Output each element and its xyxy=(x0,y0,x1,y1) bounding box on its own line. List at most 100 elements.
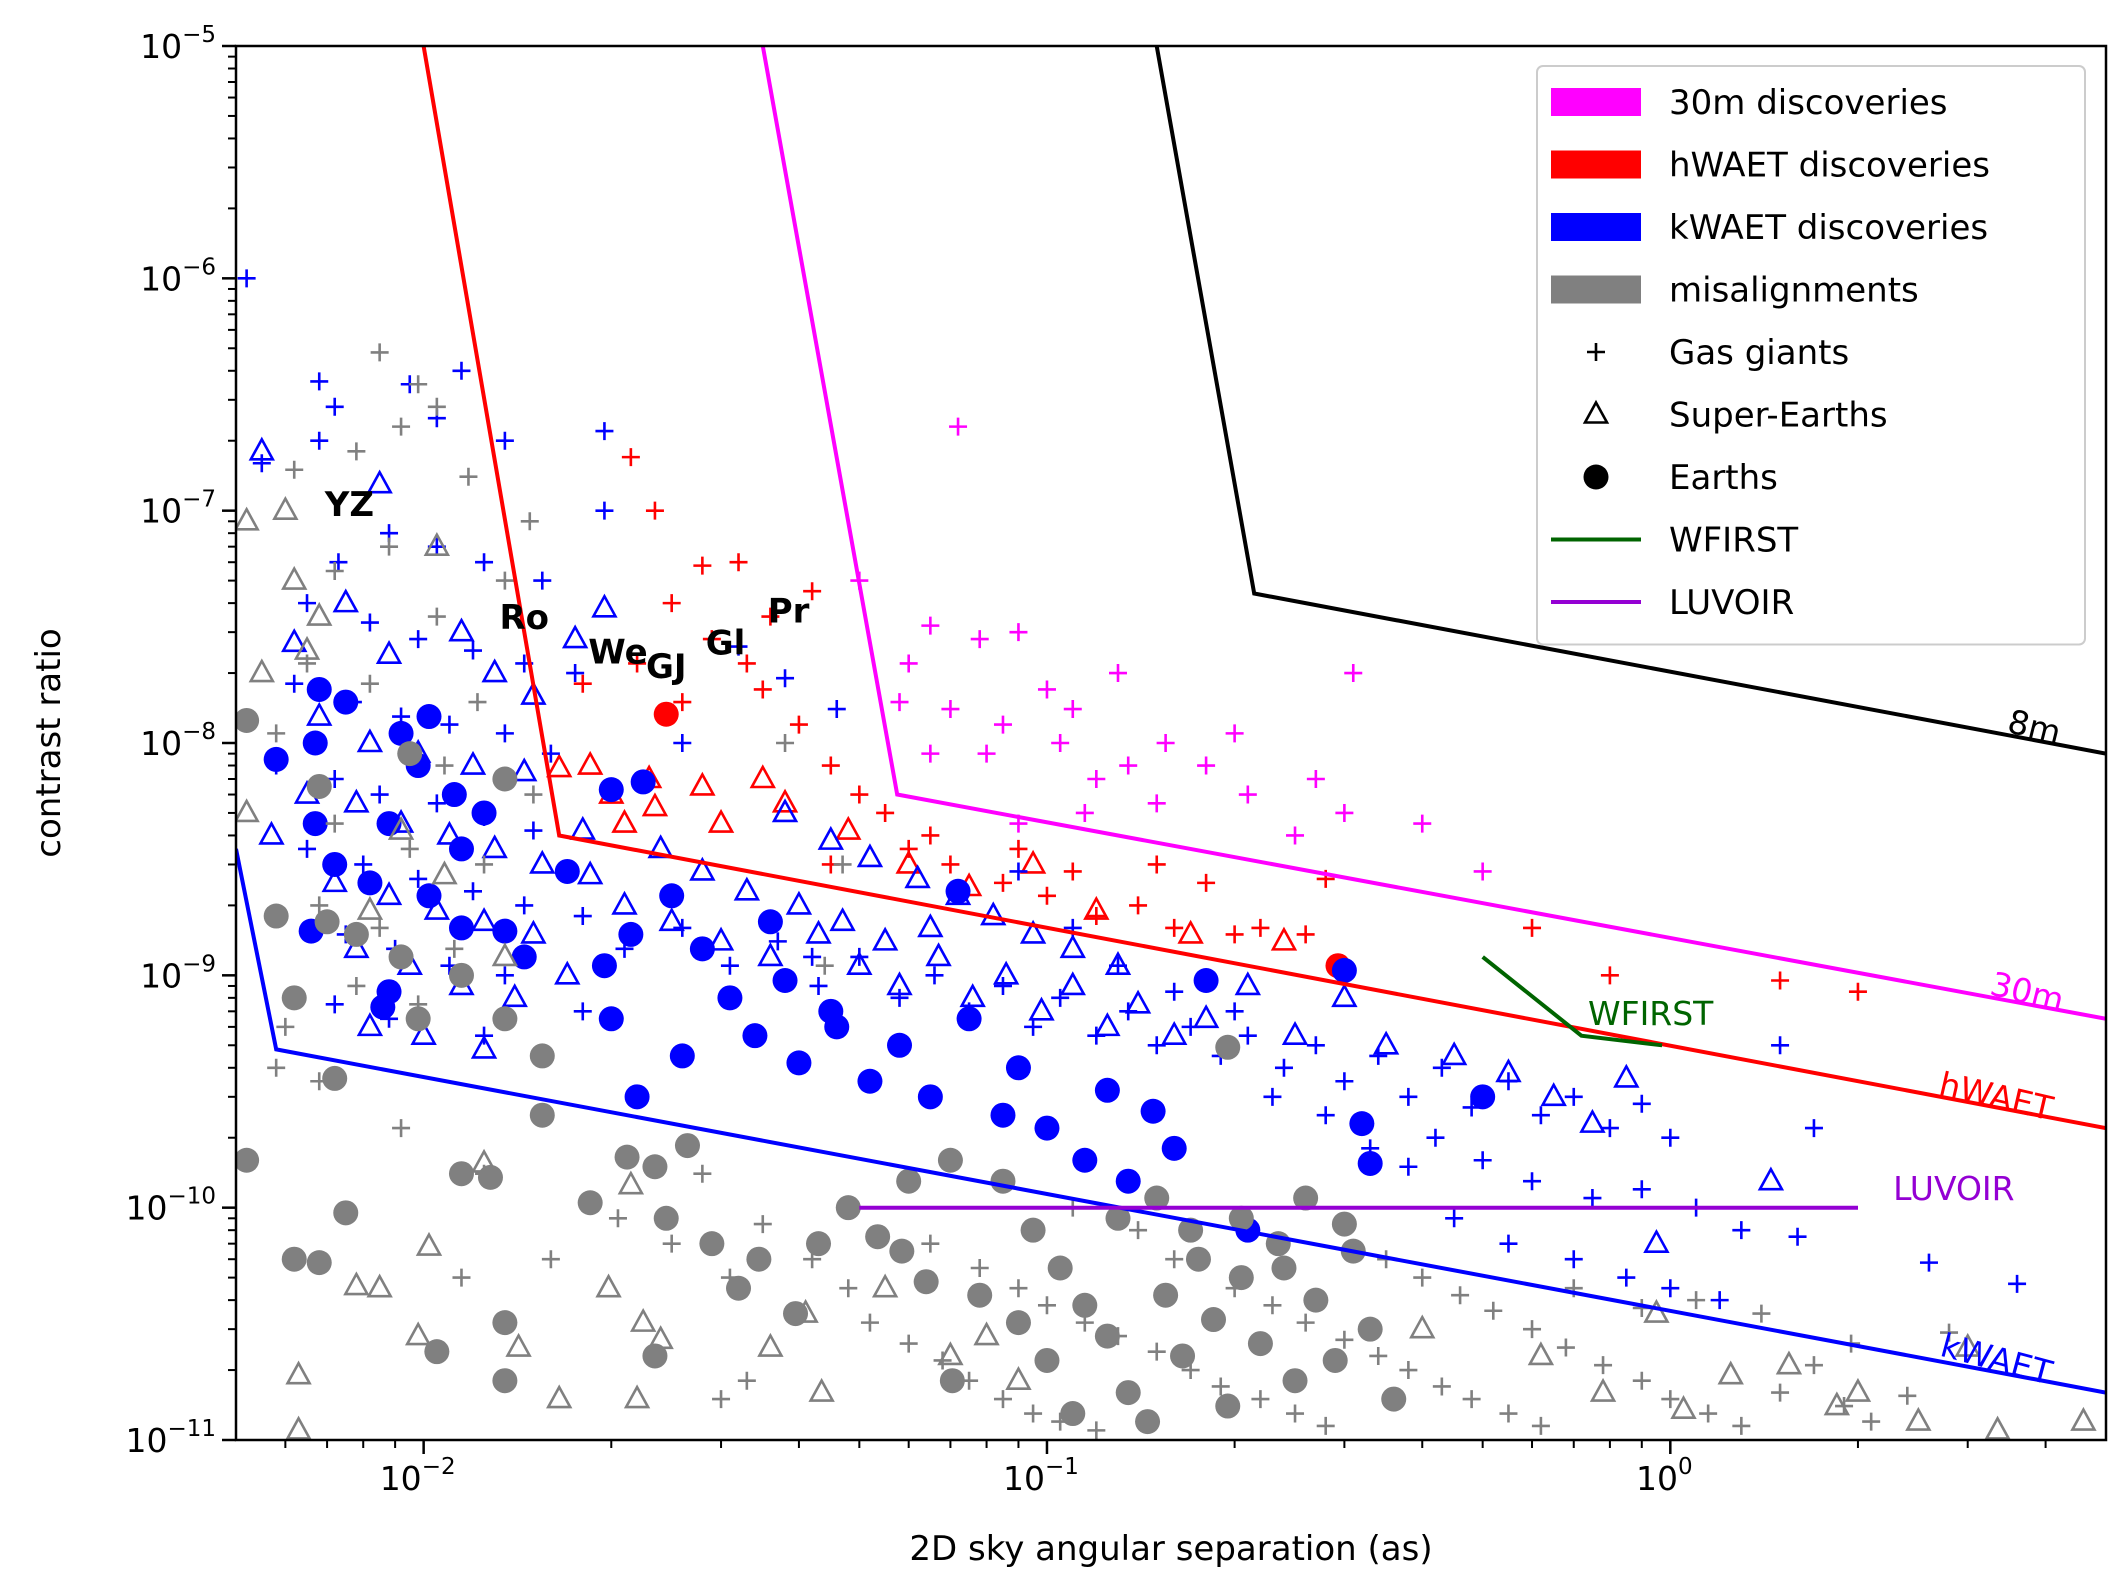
earth-point xyxy=(1185,1246,1211,1272)
gas-giant-point xyxy=(1771,971,1790,990)
gas-giant-point xyxy=(921,1234,940,1253)
gas-giant-point xyxy=(890,988,909,1007)
gas-giant-point xyxy=(1238,1026,1257,1045)
star-label: YZ xyxy=(324,485,374,525)
earth-point xyxy=(1060,1401,1086,1427)
earth-point xyxy=(1094,1077,1120,1103)
gas-giant-point xyxy=(720,956,739,975)
super-earth-point xyxy=(375,881,403,906)
earth-point xyxy=(1201,1307,1227,1333)
gas-giant-point xyxy=(1661,1128,1680,1147)
legend-label: WFIRST xyxy=(1669,521,1798,561)
legend-entry: Super-Earths xyxy=(1582,396,1888,436)
super-earth-point xyxy=(1161,1020,1188,1045)
x-tick-label: 10−2 xyxy=(380,1454,456,1498)
earth-point xyxy=(1153,1282,1179,1308)
super-earth-point xyxy=(641,792,669,817)
gas-giant-point xyxy=(1399,1157,1418,1176)
legend-dot-marker xyxy=(1583,464,1609,490)
axes: 10−2 10−1 100 10−11 10−10 10−9 10−8 10−7 10−6 10−… xyxy=(125,22,2047,1498)
legend-entry: Earths xyxy=(1583,458,1778,498)
super-earth-point xyxy=(689,771,716,796)
gas-giant-point xyxy=(1771,1383,1790,1402)
gas-giant-point xyxy=(370,918,389,937)
earth-point xyxy=(990,1168,1016,1194)
gas-giant-point xyxy=(1147,1342,1166,1361)
super-earth-point xyxy=(785,890,813,915)
earth-point xyxy=(492,766,518,792)
super-earth-point xyxy=(829,907,856,932)
super-earth-point xyxy=(1775,1350,1803,1375)
earth-point xyxy=(642,1154,668,1180)
curve-label: 8m xyxy=(2004,702,2065,753)
gas-giant-point xyxy=(1051,988,1070,1007)
earth-point xyxy=(236,707,260,733)
gas-giant-point xyxy=(941,700,960,719)
super-earth-point xyxy=(431,860,458,885)
series-kwaet-discoveries xyxy=(237,269,2027,1310)
gas-giant-point xyxy=(1129,1221,1148,1240)
super-earth-point xyxy=(387,815,415,840)
gas-giant-point xyxy=(1087,1421,1106,1440)
earth-point xyxy=(1072,1147,1098,1173)
gas-giant-point xyxy=(495,724,514,743)
gas-giant-point xyxy=(899,654,918,673)
gas-giant-point xyxy=(325,814,344,833)
super-earth-point xyxy=(569,815,596,840)
data-points xyxy=(236,269,2097,1440)
earth-point xyxy=(492,1310,518,1336)
earth-point xyxy=(598,777,624,803)
earth-point xyxy=(956,1006,982,1032)
super-earth-point xyxy=(895,849,922,874)
earth-point xyxy=(416,883,442,909)
gas-giant-point xyxy=(693,1164,712,1183)
gas-giant-point xyxy=(1919,1253,1938,1272)
earth-point xyxy=(1020,1217,1046,1243)
gas-giant-point xyxy=(533,571,552,590)
gas-giant-point xyxy=(673,734,692,752)
gas-giant-point xyxy=(737,1371,756,1390)
gas-giant-point xyxy=(662,1234,681,1253)
super-earth-point xyxy=(1059,934,1086,959)
legend-entry: hWAET discoveries xyxy=(1551,146,1990,186)
gas-giant-point xyxy=(1087,907,1106,926)
earth-point xyxy=(1357,1150,1383,1176)
gas-giant-point xyxy=(899,839,918,858)
super-earth-point xyxy=(1613,1063,1640,1088)
earth-point xyxy=(865,1224,891,1250)
earth-point xyxy=(1247,1331,1273,1357)
gas-giant-point xyxy=(1344,664,1363,683)
gas-giant-point xyxy=(463,882,482,901)
super-earth-point xyxy=(817,825,845,850)
super-earth-point xyxy=(332,588,359,613)
super-earth-point xyxy=(366,1273,393,1298)
super-earth-point xyxy=(1019,919,1047,944)
super-earth-point xyxy=(520,680,547,705)
gas-giant-point xyxy=(267,724,286,743)
super-earth-point xyxy=(1954,1332,1981,1357)
earth-point xyxy=(322,851,348,877)
gas-giant-point xyxy=(1413,1268,1432,1287)
gas-giant-point xyxy=(1225,724,1244,743)
gas-giant-point xyxy=(452,1268,471,1287)
earth-point xyxy=(314,909,340,935)
legend-entry: Gas giants xyxy=(1587,333,1849,373)
super-earth-point xyxy=(617,1170,645,1195)
earth-point xyxy=(937,1147,963,1173)
earth-point xyxy=(913,1269,939,1295)
gas-giant-point xyxy=(753,1215,772,1234)
super-earth-point xyxy=(436,820,463,845)
y-tick-label: 10−10 xyxy=(125,1184,216,1228)
gas-giant-point xyxy=(1286,826,1305,845)
legend-label: 30m discoveries xyxy=(1669,83,1948,123)
gas-giant-point xyxy=(1771,1036,1790,1055)
earth-point xyxy=(674,1133,700,1159)
super-earth-point xyxy=(959,983,986,1008)
super-earth-point xyxy=(992,960,1020,985)
legend-triangle-marker xyxy=(1582,399,1610,424)
earth-point xyxy=(529,1102,555,1128)
detection-limit-curves xyxy=(236,46,2106,1395)
earth-point xyxy=(477,1164,503,1190)
super-earth-point xyxy=(733,876,761,901)
gas-giant-point xyxy=(827,700,846,719)
